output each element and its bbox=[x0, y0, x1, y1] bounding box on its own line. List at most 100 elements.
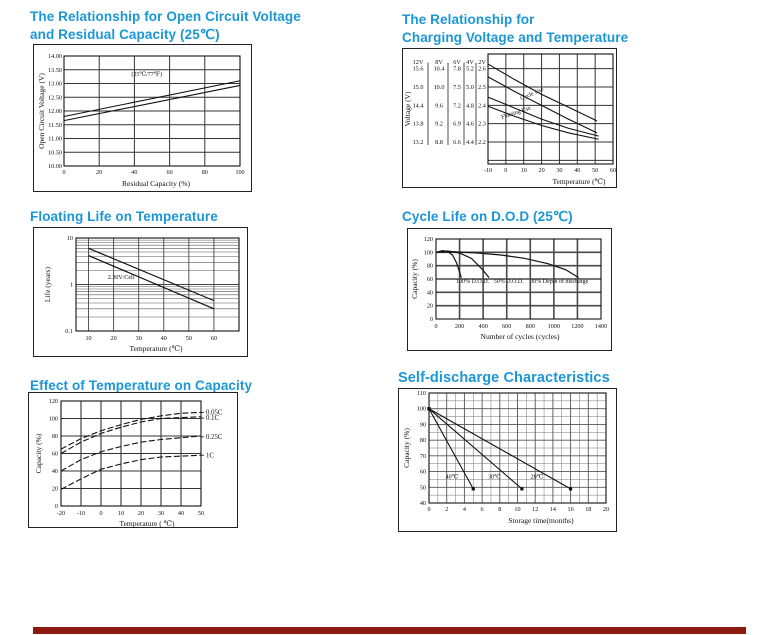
svg-text:4V: 4V bbox=[466, 59, 474, 66]
svg-text:20: 20 bbox=[96, 169, 102, 176]
svg-text:20: 20 bbox=[138, 510, 144, 517]
svg-text:7.2: 7.2 bbox=[453, 102, 461, 109]
svg-text:6V: 6V bbox=[453, 59, 461, 66]
svg-text:50: 50 bbox=[592, 167, 598, 174]
svg-text:60: 60 bbox=[52, 451, 58, 458]
title-line-1: Floating Life on Temperature bbox=[30, 209, 218, 224]
svg-text:60: 60 bbox=[167, 169, 173, 176]
svg-text:2.3: 2.3 bbox=[478, 121, 486, 128]
svg-text:10: 10 bbox=[118, 510, 124, 517]
svg-text:110: 110 bbox=[417, 390, 426, 397]
svg-text:0.1: 0.1 bbox=[65, 328, 73, 335]
title-line-1: Effect of Temperature on Capacity bbox=[30, 378, 253, 393]
svg-text:0: 0 bbox=[62, 169, 65, 176]
svg-text:40: 40 bbox=[574, 167, 580, 174]
svg-text:8.8: 8.8 bbox=[435, 139, 443, 146]
svg-text:100% D.O.D.: 100% D.O.D. bbox=[456, 279, 489, 285]
svg-text:50: 50 bbox=[186, 335, 192, 342]
svg-text:40: 40 bbox=[161, 335, 167, 342]
svg-text:9.2: 9.2 bbox=[435, 121, 443, 128]
svg-text:-20: -20 bbox=[57, 510, 65, 517]
svg-text:7.5: 7.5 bbox=[453, 84, 461, 91]
svg-text:30: 30 bbox=[136, 335, 142, 342]
svg-text:200: 200 bbox=[455, 323, 464, 330]
chart-canvas: 10 20 30 40 50 60 10 1 0.1 2.30V/Cell Temperature … bbox=[43, 235, 240, 353]
svg-text:20: 20 bbox=[427, 303, 433, 310]
title-line-2: and Residual Capacity (25℃) bbox=[30, 27, 220, 42]
svg-text:120: 120 bbox=[424, 236, 433, 243]
svg-text:40: 40 bbox=[131, 169, 137, 176]
svg-text:20: 20 bbox=[52, 486, 58, 493]
svg-text:2V: 2V bbox=[478, 59, 486, 66]
svg-text:Capacity (%): Capacity (%) bbox=[34, 433, 43, 473]
svg-text:4.4: 4.4 bbox=[466, 139, 474, 146]
footer-accent-bar bbox=[33, 627, 746, 634]
svg-text:2.30V/Cell: 2.30V/Cell bbox=[108, 275, 135, 281]
svg-text:50: 50 bbox=[420, 484, 426, 491]
svg-text:11.00: 11.00 bbox=[48, 136, 62, 143]
svg-text:2.4: 2.4 bbox=[478, 102, 486, 109]
svg-text:10: 10 bbox=[521, 167, 527, 174]
svg-text:Life (years): Life (years) bbox=[43, 266, 52, 302]
svg-text:30: 30 bbox=[158, 510, 164, 517]
chart-floating-life-on-temperature: 10 20 30 40 50 60 10 1 0.1 2.30V/Cell Temperature … bbox=[33, 227, 248, 357]
title-line-1: The Relationship for bbox=[402, 12, 535, 27]
chart-self-discharge-characteristics: 0 2 4 6 8 10 12 14 16 18 20 40 50 60 70 80 90 100 110 40℃ 30… bbox=[398, 388, 617, 532]
svg-text:100: 100 bbox=[424, 249, 433, 256]
svg-text:40: 40 bbox=[427, 289, 433, 296]
svg-text:Capacity (%): Capacity (%) bbox=[410, 259, 419, 299]
svg-text:Temperature (℃): Temperature (℃) bbox=[552, 177, 606, 186]
svg-text:1200: 1200 bbox=[571, 323, 583, 330]
svg-text:20: 20 bbox=[111, 335, 117, 342]
svg-text:100: 100 bbox=[49, 416, 58, 423]
svg-text:Voltage (V): Voltage (V) bbox=[403, 91, 412, 127]
svg-text:13.2: 13.2 bbox=[413, 139, 424, 146]
svg-text:50% D.O.D.: 50% D.O.D. bbox=[494, 279, 524, 285]
svg-text:4.6: 4.6 bbox=[466, 121, 474, 128]
svg-text:40℃: 40℃ bbox=[446, 474, 459, 481]
svg-text:40: 40 bbox=[420, 500, 426, 507]
svg-text:80: 80 bbox=[427, 263, 433, 270]
svg-text:1: 1 bbox=[70, 282, 73, 289]
title-line-1: The Relationship for Open Circuit Voltag… bbox=[30, 9, 301, 24]
svg-text:14.4: 14.4 bbox=[413, 102, 424, 109]
svg-text:40: 40 bbox=[52, 468, 58, 475]
svg-text:90: 90 bbox=[420, 421, 426, 428]
svg-text:12V: 12V bbox=[413, 59, 424, 66]
chart-canvas: 0 2 4 6 8 10 12 14 16 18 20 40 50 60 70 80 90 100 110 40℃ 30… bbox=[402, 390, 609, 525]
chart-cycle-life-on-dod: 0 200 400 600 800 1000 1200 1400 0 20 40 60 80 100 120… bbox=[407, 228, 612, 351]
svg-text:40: 40 bbox=[178, 510, 184, 517]
svg-text:4.8: 4.8 bbox=[466, 102, 474, 109]
svg-text:6.9: 6.9 bbox=[453, 121, 461, 128]
svg-text:1C: 1C bbox=[206, 452, 214, 459]
chart-title-open-circuit-voltage: The Relationship for Open Circuit Voltag… bbox=[30, 8, 301, 44]
svg-text:5.2: 5.2 bbox=[466, 66, 474, 73]
svg-text:8: 8 bbox=[498, 506, 501, 513]
svg-text:20℃: 20℃ bbox=[531, 474, 544, 481]
svg-text:16: 16 bbox=[568, 506, 574, 513]
chart-canvas: -20 -10 0 10 20 30 40 50 0 20 40 60 80 100 120 0.05C0.1… bbox=[34, 398, 223, 528]
svg-text:0: 0 bbox=[99, 510, 102, 517]
chart-canvas: 0 200 400 600 800 1000 1200 1400 0 20 40 60 80 100 120… bbox=[410, 236, 607, 341]
svg-text:11.50: 11.50 bbox=[48, 122, 62, 129]
chart-title-temperature-capacity: Effect of Temperature on Capacity bbox=[30, 377, 252, 395]
svg-text:10: 10 bbox=[67, 235, 73, 242]
svg-text:18: 18 bbox=[585, 506, 591, 513]
chart-title-charging-voltage: The Relationship for Charging Voltage an… bbox=[402, 11, 628, 47]
svg-text:15.0: 15.0 bbox=[413, 84, 424, 91]
svg-text:Capacity (%): Capacity (%) bbox=[402, 428, 411, 468]
svg-text:30: 30 bbox=[556, 167, 562, 174]
svg-text:80: 80 bbox=[52, 433, 58, 440]
title-line-1: Cycle Life on D.O.D (25℃) bbox=[402, 209, 573, 224]
svg-text:1000: 1000 bbox=[548, 323, 560, 330]
chart-title-floating-life: Floating Life on Temperature bbox=[30, 208, 218, 226]
svg-text:50: 50 bbox=[198, 510, 204, 517]
chart-open-circuit-voltage-vs-residual-capacity: 0 20 40 60 80 100 14.00 13.50 13.00 12.50 12.00 11.… bbox=[33, 44, 252, 192]
svg-text:100: 100 bbox=[235, 169, 244, 176]
svg-text:30% Depth of discharge: 30% Depth of discharge bbox=[530, 278, 588, 285]
svg-text:0: 0 bbox=[434, 323, 437, 330]
svg-text:Temperature ( ℃): Temperature ( ℃) bbox=[120, 519, 175, 528]
svg-text:400: 400 bbox=[479, 323, 488, 330]
svg-text:12.00: 12.00 bbox=[48, 108, 62, 115]
svg-text:20: 20 bbox=[538, 167, 544, 174]
